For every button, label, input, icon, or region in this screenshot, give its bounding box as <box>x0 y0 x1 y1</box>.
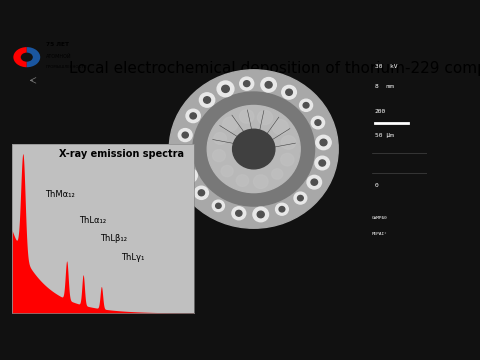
Text: 200: 200 <box>375 109 386 114</box>
Text: ПРОМЫШЛЕННОСТИ: ПРОМЫШЛЕННОСТИ <box>46 65 87 69</box>
Wedge shape <box>27 47 40 67</box>
Text: 0: 0 <box>375 183 379 188</box>
Text: Local electrochemical deposition of thorium-229 compound: Local electrochemical deposition of thor… <box>70 60 480 76</box>
Circle shape <box>236 210 242 216</box>
Circle shape <box>320 139 327 146</box>
Circle shape <box>214 132 227 144</box>
Circle shape <box>207 105 300 193</box>
Text: 30  kV: 30 kV <box>375 64 397 69</box>
Circle shape <box>199 93 215 107</box>
Circle shape <box>272 120 288 135</box>
Text: АТОМНОЙ: АТОМНОЙ <box>46 54 71 59</box>
Text: ThLβ₁₂: ThLβ₁₂ <box>99 234 127 243</box>
Circle shape <box>236 175 249 186</box>
Circle shape <box>279 207 285 212</box>
Wedge shape <box>13 47 27 67</box>
Circle shape <box>182 132 188 138</box>
Circle shape <box>315 156 329 170</box>
Circle shape <box>300 99 312 111</box>
Circle shape <box>303 103 309 108</box>
Circle shape <box>223 117 238 131</box>
Text: РЕРAI°: РЕРAI° <box>372 232 388 236</box>
Circle shape <box>294 192 307 204</box>
Circle shape <box>182 168 197 183</box>
Circle shape <box>216 203 221 208</box>
Circle shape <box>177 149 191 162</box>
Circle shape <box>169 70 338 228</box>
Text: X-ray emission spectra: X-ray emission spectra <box>59 149 184 159</box>
Circle shape <box>240 110 254 123</box>
Text: ThLγ₁: ThLγ₁ <box>121 253 145 262</box>
Circle shape <box>315 120 321 125</box>
Circle shape <box>178 129 192 141</box>
Circle shape <box>261 77 276 92</box>
Circle shape <box>190 113 196 119</box>
Circle shape <box>281 153 294 166</box>
Circle shape <box>257 211 264 218</box>
Circle shape <box>233 129 275 169</box>
Circle shape <box>186 172 193 179</box>
Circle shape <box>198 190 204 196</box>
Text: ThLα₁₂: ThLα₁₂ <box>80 216 107 225</box>
Circle shape <box>243 81 250 86</box>
Circle shape <box>240 77 254 90</box>
Text: ThMα₁₂: ThMα₁₂ <box>45 190 74 199</box>
Circle shape <box>213 150 226 162</box>
Circle shape <box>276 203 288 215</box>
Circle shape <box>307 175 322 189</box>
Circle shape <box>181 153 187 158</box>
Circle shape <box>311 179 318 185</box>
Circle shape <box>253 207 268 222</box>
Circle shape <box>221 166 233 177</box>
Circle shape <box>222 85 229 93</box>
Circle shape <box>286 89 292 95</box>
Circle shape <box>319 160 325 166</box>
Circle shape <box>265 82 272 88</box>
Circle shape <box>311 116 324 129</box>
Text: 50 μm: 50 μm <box>375 133 394 138</box>
Text: 8  mm: 8 mm <box>375 84 394 89</box>
Circle shape <box>298 195 303 201</box>
Circle shape <box>194 186 208 199</box>
Circle shape <box>204 97 211 103</box>
Circle shape <box>217 81 234 97</box>
Circle shape <box>186 109 200 123</box>
Circle shape <box>272 169 283 179</box>
Text: 75 ЛЕТ: 75 ЛЕТ <box>46 42 69 47</box>
Circle shape <box>253 175 268 189</box>
Text: СФМРБ0: СФМРБ0 <box>372 216 388 220</box>
Circle shape <box>232 207 246 220</box>
Circle shape <box>281 136 296 149</box>
Circle shape <box>316 135 331 150</box>
Circle shape <box>257 111 273 125</box>
Circle shape <box>282 85 296 99</box>
Circle shape <box>212 200 225 211</box>
Circle shape <box>193 92 314 206</box>
